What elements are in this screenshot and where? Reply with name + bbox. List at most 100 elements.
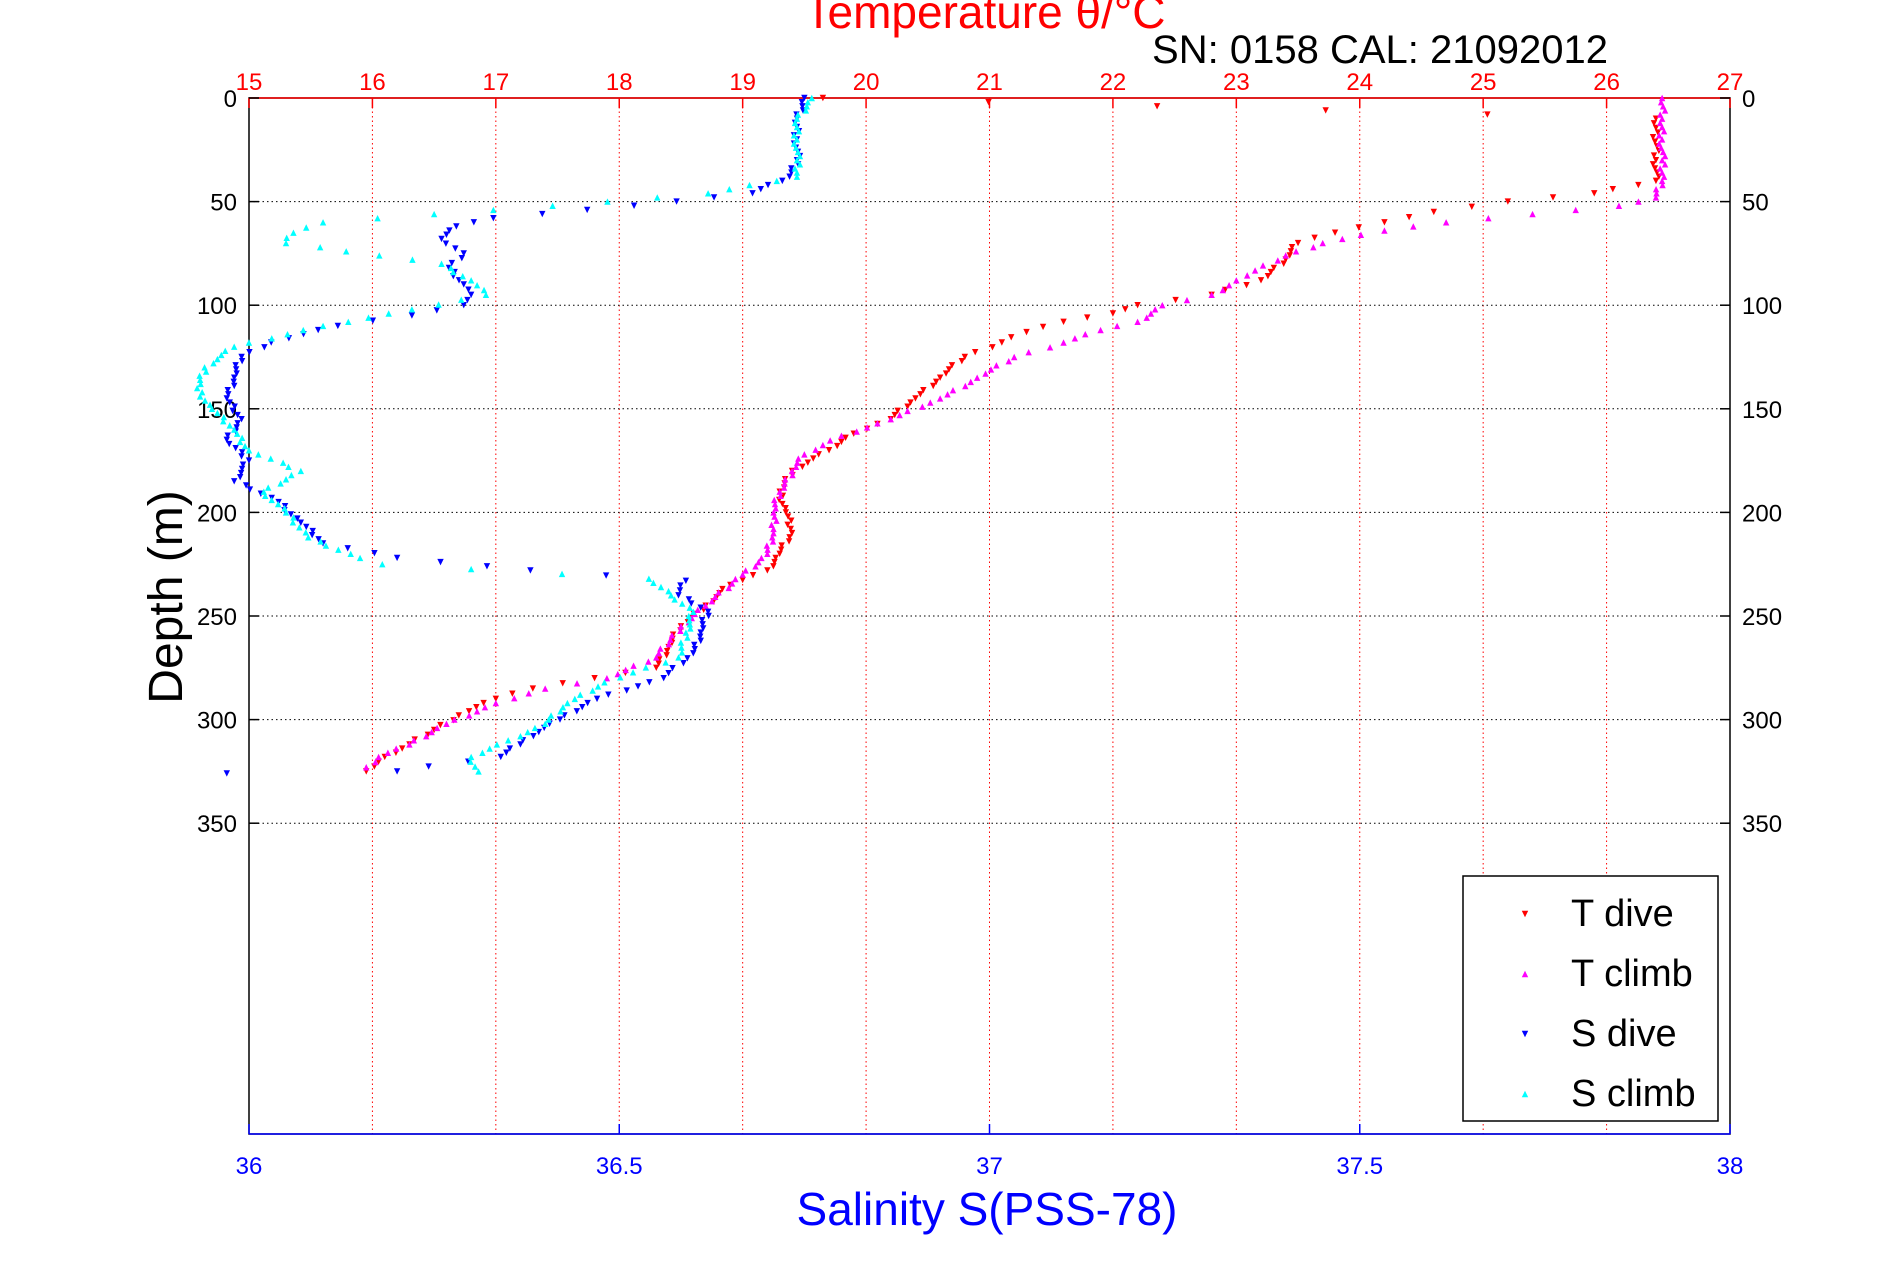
data-point [467, 565, 475, 573]
data-point [214, 409, 221, 417]
data-point [732, 575, 739, 583]
data-point [705, 612, 712, 620]
data-point [769, 534, 776, 541]
data-point [944, 391, 951, 398]
data-point [768, 521, 775, 529]
data-point [685, 596, 693, 603]
data-point [1143, 314, 1150, 321]
data-point [437, 721, 444, 729]
data-point [697, 633, 704, 640]
data-point [758, 554, 765, 562]
temperature-tick-label: 24 [1346, 69, 1373, 96]
data-point [667, 592, 675, 599]
data-point [226, 422, 233, 429]
data-point [948, 362, 956, 369]
data-point [771, 500, 779, 508]
data-point [927, 399, 934, 406]
legend-marker [1521, 1090, 1529, 1098]
data-point [1288, 243, 1296, 251]
data-point [559, 703, 567, 711]
data-point [343, 248, 350, 255]
data-point [274, 500, 282, 508]
data-point [542, 720, 549, 727]
data-point [196, 372, 203, 379]
data-point [773, 517, 780, 524]
data-point [799, 103, 806, 110]
data-point [517, 741, 524, 748]
data-point [1257, 277, 1265, 284]
data-point [593, 695, 601, 703]
data-point [1658, 115, 1666, 122]
data-point [1153, 103, 1161, 110]
data-point [772, 505, 779, 512]
data-point [455, 712, 463, 719]
data-point [1655, 140, 1663, 147]
data-point [784, 521, 791, 529]
data-point [410, 737, 418, 744]
legend-marker [1521, 970, 1529, 978]
data-point [238, 453, 245, 460]
data-point [949, 386, 957, 394]
data-point [673, 198, 680, 205]
data-point [196, 393, 204, 400]
data-point [238, 353, 245, 361]
data-point [663, 648, 671, 655]
data-point [379, 561, 386, 568]
data-point [792, 144, 800, 151]
data-point [677, 623, 685, 630]
data-point [300, 326, 307, 334]
data-point [322, 542, 330, 549]
data-point [646, 679, 653, 686]
data-point [604, 198, 611, 205]
serial-calibration-label: SN: 0158 CAL: 21092012 [1152, 28, 1608, 72]
data-point [480, 286, 488, 294]
data-point [517, 732, 524, 740]
data-point [490, 214, 497, 222]
data-point [315, 536, 322, 543]
data-point [218, 351, 225, 359]
data-point [808, 94, 815, 102]
data-point [296, 524, 303, 531]
data-point [451, 716, 458, 723]
data-point [393, 768, 401, 775]
data-point [283, 234, 290, 242]
data-point [356, 554, 364, 562]
data-point [471, 763, 479, 770]
data-point [232, 444, 239, 452]
data-point [1339, 235, 1346, 243]
depth-tick-label-left: 300 [197, 708, 237, 735]
data-point [375, 758, 382, 765]
data-point [1572, 206, 1579, 214]
data-point [430, 210, 438, 218]
data-point [225, 391, 232, 398]
data-point [771, 513, 778, 520]
data-point [1650, 120, 1658, 127]
data-point [1649, 133, 1657, 141]
depth-tick-label-left: 50 [210, 190, 237, 217]
data-point [773, 177, 780, 185]
data-point [594, 683, 602, 690]
data-point [798, 98, 806, 106]
data-point [437, 558, 444, 566]
data-point [739, 571, 746, 578]
data-point [1635, 198, 1642, 205]
data-point [936, 374, 944, 381]
data-point [539, 210, 546, 218]
data-point [788, 529, 796, 537]
data-point [680, 660, 687, 667]
temperature-tick-label: 18 [606, 69, 633, 96]
data-point [665, 669, 672, 677]
data-point [691, 645, 698, 653]
data-point [230, 343, 238, 350]
data-point [682, 577, 690, 584]
data-point [684, 655, 691, 662]
data-point [465, 712, 473, 719]
depth-tick-label-right: 200 [1742, 500, 1782, 527]
data-point [930, 382, 937, 390]
data-point [214, 355, 221, 363]
data-point [406, 741, 413, 748]
data-point [319, 322, 327, 330]
data-point [697, 629, 704, 636]
temperature-tick-label: 27 [1717, 69, 1744, 96]
data-point [241, 442, 249, 450]
